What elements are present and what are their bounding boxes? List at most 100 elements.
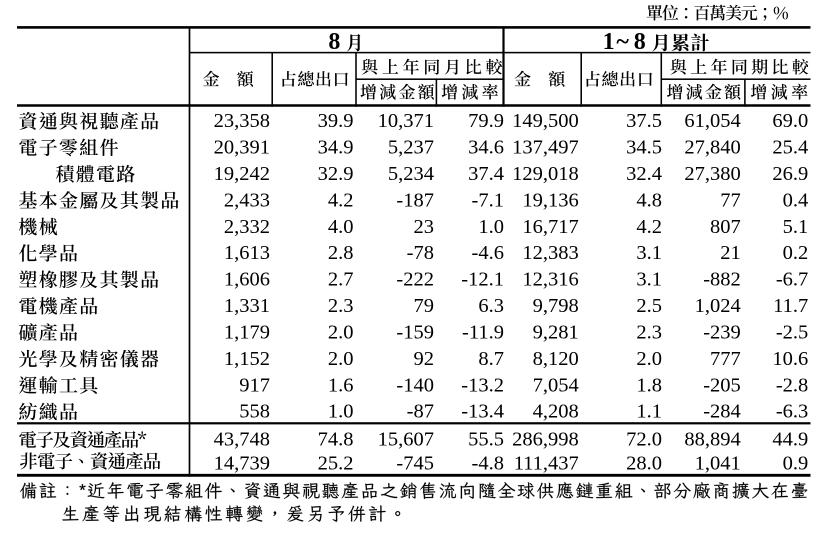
svg-text:79: 79 xyxy=(414,295,435,317)
svg-text:1.1: 1.1 xyxy=(636,401,662,423)
svg-text:807: 807 xyxy=(710,216,741,238)
svg-text:2.5: 2.5 xyxy=(636,295,662,317)
svg-text:88,894: 88,894 xyxy=(684,428,740,450)
svg-text:10.6: 10.6 xyxy=(772,348,808,370)
svg-text:1.0: 1.0 xyxy=(328,401,354,423)
svg-text:34.9: 34.9 xyxy=(318,137,354,159)
svg-text:777: 777 xyxy=(710,348,741,370)
svg-text:2.0: 2.0 xyxy=(636,348,662,370)
svg-text:79.9: 79.9 xyxy=(468,110,504,132)
svg-text:27,380: 27,380 xyxy=(684,163,740,185)
svg-text:12,383: 12,383 xyxy=(522,242,578,264)
svg-text:0.2: 0.2 xyxy=(783,242,809,264)
svg-text:558: 558 xyxy=(239,401,270,423)
svg-text:16,717: 16,717 xyxy=(522,216,578,238)
svg-text:28.0: 28.0 xyxy=(626,452,662,474)
svg-text:1,613: 1,613 xyxy=(224,242,270,264)
svg-text:-187: -187 xyxy=(396,189,434,211)
svg-text:0.4: 0.4 xyxy=(783,189,809,211)
svg-text:-13.4: -13.4 xyxy=(461,401,504,423)
svg-text:1,041: 1,041 xyxy=(695,452,741,474)
svg-text:129,018: 129,018 xyxy=(512,163,579,185)
svg-text:9,281: 9,281 xyxy=(533,321,579,343)
svg-text:19,136: 19,136 xyxy=(522,189,578,211)
svg-text:4,208: 4,208 xyxy=(533,401,579,423)
svg-text:69.0: 69.0 xyxy=(772,110,808,132)
svg-text:-11.9: -11.9 xyxy=(462,321,504,343)
svg-text:111,437: 111,437 xyxy=(514,452,579,474)
svg-text:4.2: 4.2 xyxy=(636,216,662,238)
svg-text:-12.1: -12.1 xyxy=(461,269,504,291)
svg-text:12,316: 12,316 xyxy=(522,269,578,291)
svg-text:1.0: 1.0 xyxy=(478,216,504,238)
svg-text:5.1: 5.1 xyxy=(783,216,809,238)
svg-text:286,998: 286,998 xyxy=(512,428,579,450)
svg-text:10,371: 10,371 xyxy=(378,110,434,132)
svg-text:1.8: 1.8 xyxy=(636,374,662,396)
svg-text:11.7: 11.7 xyxy=(773,295,808,317)
svg-text:5,237: 5,237 xyxy=(388,137,434,159)
svg-text:27,840: 27,840 xyxy=(684,137,740,159)
svg-text:20,391: 20,391 xyxy=(214,137,270,159)
svg-text:44.9: 44.9 xyxy=(772,428,808,450)
svg-text:77: 77 xyxy=(720,189,741,211)
svg-text:37.4: 37.4 xyxy=(468,163,504,185)
svg-text:-2.8: -2.8 xyxy=(776,374,808,396)
svg-text:7,054: 7,054 xyxy=(533,374,579,396)
svg-text:8.7: 8.7 xyxy=(478,348,504,370)
svg-text:34.5: 34.5 xyxy=(626,137,662,159)
svg-text:43,748: 43,748 xyxy=(214,428,270,450)
svg-text:21: 21 xyxy=(720,242,741,264)
svg-text:23: 23 xyxy=(414,216,435,238)
svg-text:3.1: 3.1 xyxy=(636,269,662,291)
svg-text:9,798: 9,798 xyxy=(533,295,579,317)
svg-text:-87: -87 xyxy=(407,401,434,423)
svg-text:2.7: 2.7 xyxy=(328,269,354,291)
svg-text:19,242: 19,242 xyxy=(214,163,270,185)
svg-text:23,358: 23,358 xyxy=(214,110,270,132)
svg-text:-6.7: -6.7 xyxy=(776,269,808,291)
svg-text:-4.6: -4.6 xyxy=(472,242,504,264)
svg-text:26.9: 26.9 xyxy=(772,163,808,185)
svg-text:15,607: 15,607 xyxy=(378,428,434,450)
svg-text:-7.1: -7.1 xyxy=(472,189,504,211)
svg-text:1.6: 1.6 xyxy=(328,374,354,396)
svg-text:4.2: 4.2 xyxy=(328,189,354,211)
svg-text:55.5: 55.5 xyxy=(468,428,504,450)
svg-text:74.8: 74.8 xyxy=(318,428,354,450)
svg-text:-4.8: -4.8 xyxy=(472,452,504,474)
svg-text:-6.3: -6.3 xyxy=(776,401,808,423)
svg-text:92: 92 xyxy=(414,348,435,370)
svg-text:2.0: 2.0 xyxy=(328,321,354,343)
svg-text:917: 917 xyxy=(239,374,270,396)
svg-text:6.3: 6.3 xyxy=(478,295,504,317)
svg-text:4.8: 4.8 xyxy=(636,189,662,211)
svg-text:34.6: 34.6 xyxy=(468,137,504,159)
svg-text:-205: -205 xyxy=(703,374,741,396)
svg-text:1,024: 1,024 xyxy=(695,295,741,317)
svg-text:-745: -745 xyxy=(396,452,434,474)
svg-text:25.2: 25.2 xyxy=(318,452,354,474)
svg-text:-284: -284 xyxy=(703,401,741,423)
svg-text:3.1: 3.1 xyxy=(636,242,662,264)
svg-text:39.9: 39.9 xyxy=(318,110,354,132)
svg-text:72.0: 72.0 xyxy=(626,428,662,450)
svg-text:4.0: 4.0 xyxy=(328,216,354,238)
svg-text:2.0: 2.0 xyxy=(328,348,354,370)
svg-text:2,332: 2,332 xyxy=(224,216,270,238)
svg-text:25.4: 25.4 xyxy=(772,137,808,159)
svg-text:32.4: 32.4 xyxy=(626,163,662,185)
svg-text:-239: -239 xyxy=(703,321,741,343)
svg-text:2,433: 2,433 xyxy=(224,189,270,211)
svg-text:137,497: 137,497 xyxy=(512,137,579,159)
svg-text:2.3: 2.3 xyxy=(636,321,662,343)
svg-text:37.5: 37.5 xyxy=(626,110,662,132)
svg-text:1,331: 1,331 xyxy=(224,295,270,317)
svg-text:149,500: 149,500 xyxy=(512,110,579,132)
svg-text:1~8: 1~8 xyxy=(603,29,646,55)
svg-text:1,152: 1,152 xyxy=(224,348,270,370)
svg-text:61,054: 61,054 xyxy=(684,110,740,132)
svg-text:-159: -159 xyxy=(396,321,434,343)
svg-text:-13.2: -13.2 xyxy=(461,374,504,396)
svg-text:8: 8 xyxy=(328,29,340,55)
